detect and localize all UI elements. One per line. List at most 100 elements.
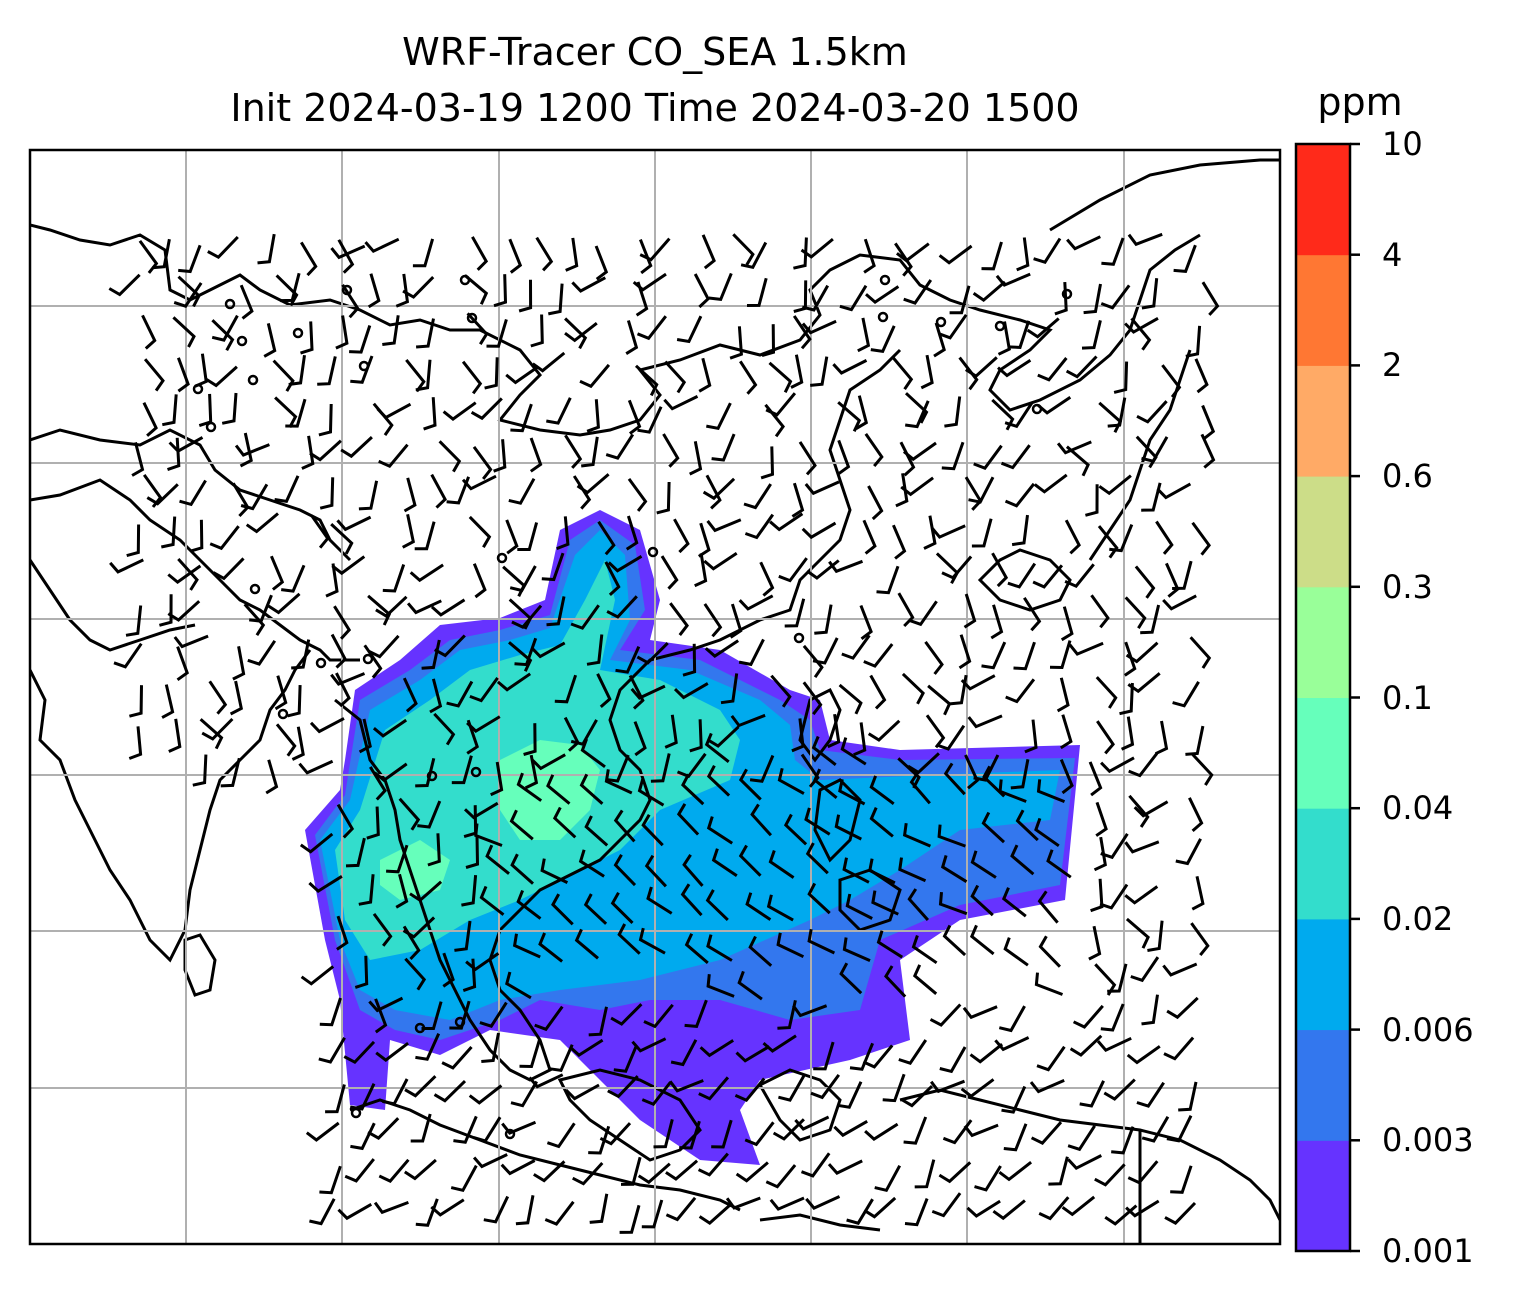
wind-barb [1048, 1156, 1069, 1186]
wind-barb [179, 479, 207, 507]
wind-barb [511, 604, 543, 629]
wind-barb [765, 392, 797, 417]
colorbar-tick-label: 0.04 [1382, 789, 1454, 828]
wind-barb [162, 394, 178, 427]
wind-barb [1164, 1201, 1197, 1225]
wind-barb [998, 1161, 1033, 1182]
wind-barb [470, 397, 503, 421]
wind-barb [1124, 840, 1160, 854]
wind-barb [433, 712, 456, 746]
wind-barb [194, 353, 208, 388]
wind-barb [308, 875, 343, 893]
colorbar-segment [1296, 1029, 1350, 1141]
wind-barb [1125, 1199, 1160, 1218]
wind-barb [473, 1116, 502, 1143]
wind-barb [765, 1164, 797, 1189]
coastlines [30, 158, 1280, 1244]
wind-barb [698, 357, 712, 393]
wind-barb [1064, 563, 1095, 589]
wind-barb [634, 364, 659, 397]
wind-barb [810, 356, 829, 387]
wind-barb [637, 406, 663, 434]
wind-barb [143, 358, 165, 392]
wind-barb [636, 642, 669, 665]
wind-barb [1065, 445, 1090, 477]
wind-barb [943, 762, 966, 796]
wind-barb [466, 715, 501, 733]
calm-wind-marker [277, 708, 289, 720]
wind-barb [834, 814, 862, 841]
colorbar-segment [1296, 254, 1350, 366]
wind-barb [694, 552, 708, 588]
wind-barb [430, 1198, 465, 1217]
wind-barb [711, 433, 736, 462]
wind-barb [1004, 482, 1036, 508]
wind-barb [949, 674, 968, 706]
wind-barb [876, 930, 904, 959]
wind-barb [189, 519, 204, 553]
colorbar-tick-label: 2 [1382, 346, 1403, 385]
wind-barb [176, 646, 189, 682]
wind-barb [699, 1039, 735, 1058]
wind-barb [1000, 444, 1031, 470]
wind-barb [1103, 1078, 1136, 1101]
wind-barb [554, 674, 578, 704]
wind-barb [546, 596, 566, 627]
wind-barb [703, 603, 723, 638]
wind-barb [509, 809, 534, 841]
wind-barb [496, 672, 532, 692]
colorbar-segment [1296, 1140, 1350, 1252]
wind-barb [1059, 714, 1073, 750]
wind-barb [272, 359, 295, 392]
wind-barb [570, 604, 600, 630]
wind-barb [842, 857, 870, 884]
colorbar-tick-label: 0.003 [1382, 1121, 1474, 1160]
wind-barb [725, 1196, 761, 1210]
wind-barb [892, 524, 907, 560]
wind-barb [594, 245, 609, 281]
wind-barb [291, 726, 305, 761]
wind-barb [964, 754, 980, 790]
wind-barb [827, 1159, 863, 1175]
wind-barb [1013, 641, 1036, 671]
wind-barb [1065, 355, 1098, 379]
wind-barb [846, 1198, 874, 1225]
wind-barb [409, 880, 443, 903]
wind-barb [552, 806, 577, 839]
wind-barb [682, 853, 704, 887]
wind-barb [274, 675, 288, 711]
wind-barb [509, 565, 537, 593]
wind-barb [863, 1196, 897, 1219]
colorbar-tick-label: 0.6 [1382, 457, 1433, 496]
wind-barb [705, 889, 729, 921]
wind-barb [777, 767, 805, 795]
wind-barb [698, 1076, 730, 1101]
wind-barb [705, 474, 722, 510]
wind-barb [924, 641, 944, 675]
calm-wind-marker [994, 320, 1006, 332]
wind-barb [378, 1158, 410, 1183]
colorbar-segment [1296, 808, 1350, 920]
wind-barb [402, 276, 435, 299]
wind-barb [698, 1203, 732, 1225]
wind-barb [641, 1081, 672, 1107]
wind-barb [900, 476, 934, 497]
wind-barb [404, 957, 427, 991]
wind-barb [372, 913, 393, 947]
wind-barb [706, 518, 742, 533]
wind-barb [933, 322, 946, 358]
wind-barb [964, 356, 998, 378]
wind-barb [920, 354, 934, 390]
wind-barb [1162, 962, 1198, 977]
wind-barb [274, 396, 298, 429]
wind-barb [743, 483, 772, 510]
wind-barb [372, 718, 408, 738]
wind-barb [1010, 844, 1035, 876]
wind-barb [1107, 397, 1127, 428]
wind-barb [607, 1075, 639, 1099]
wind-barb [243, 603, 266, 637]
wind-barb [363, 644, 383, 679]
wind-barb [662, 433, 680, 468]
wind-barb [1093, 836, 1107, 872]
calm-wind-marker [459, 274, 471, 286]
